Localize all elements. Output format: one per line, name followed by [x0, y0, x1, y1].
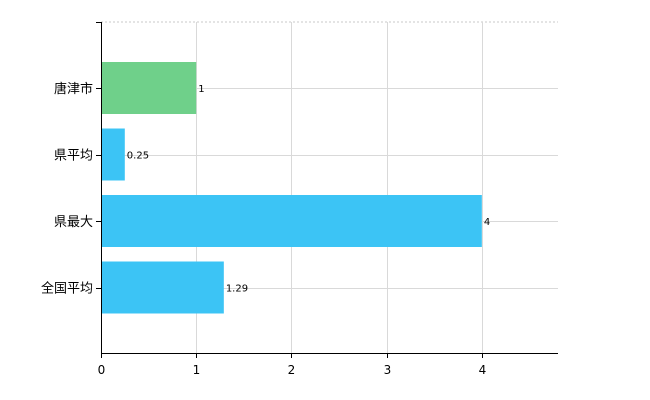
- bar-1: [101, 62, 197, 114]
- x-tick-label: 3: [384, 363, 392, 377]
- x-tick-label: 2: [288, 363, 296, 377]
- x-tick-label: 4: [479, 363, 487, 377]
- bars: [101, 62, 482, 314]
- bar-3: [101, 195, 482, 247]
- bar-4: [101, 261, 224, 314]
- bar-value-label: 0.25: [127, 151, 149, 162]
- x-tick-label: 0: [98, 363, 106, 377]
- axes: [101, 22, 558, 354]
- bar-value-label: 4: [484, 217, 490, 228]
- category-label: 全国平均: [41, 281, 93, 297]
- bar-value-label: 1: [198, 84, 204, 95]
- x-tick-label: 1: [193, 363, 201, 377]
- category-label: 唐津市: [54, 81, 93, 97]
- category-label: 県平均: [54, 149, 93, 164]
- category-label: 県最大: [54, 215, 93, 230]
- bar-2: [101, 128, 125, 181]
- bar-value-label: 1.29: [226, 284, 248, 295]
- labels: 0 1 2 3 4 1 唐津市 0.25 県平均 4 県最大 1.29 全国平均: [41, 22, 490, 377]
